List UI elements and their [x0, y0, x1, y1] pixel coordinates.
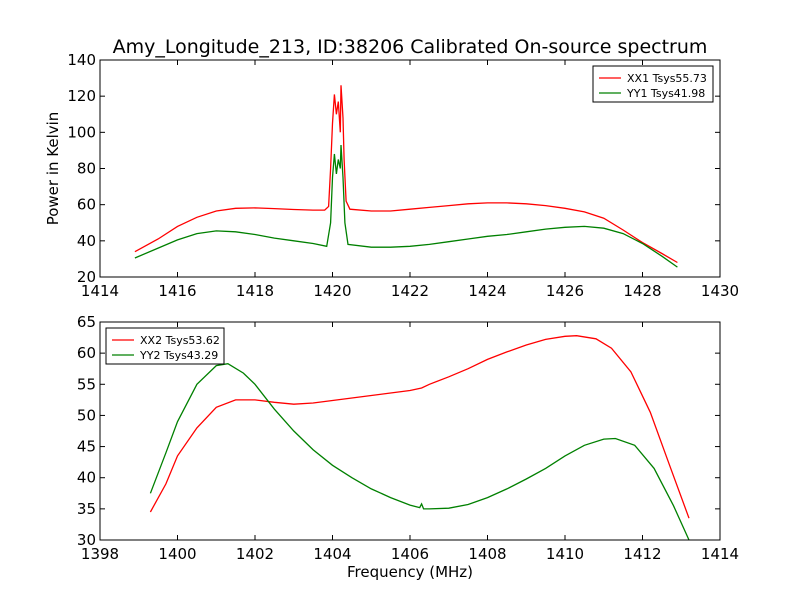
legend-label: YY1 Tsys41.98: [626, 87, 705, 100]
series-line-2: [134, 144, 678, 268]
x-tick-label: 1402: [236, 545, 274, 563]
y-tick-label: 80: [77, 160, 96, 178]
y-tick-label: 50: [77, 406, 96, 424]
x-tick-label: 1414: [81, 282, 119, 300]
x-tick-label: 1430: [701, 282, 739, 300]
x-tick-label: 1424: [468, 282, 506, 300]
y-tick-label: 60: [77, 344, 96, 362]
series-line-1: [134, 85, 678, 264]
legend-label: XX2 Tsys53.62: [140, 334, 220, 347]
legend-label: YY2 Tsys43.29: [139, 349, 218, 362]
legend: XX2 Tsys53.62 YY2 Tsys43.29: [105, 327, 225, 365]
y-tick-label: 30: [77, 531, 96, 549]
x-tick-label: 1406: [391, 545, 429, 563]
chart-title: Amy_Longitude_213, ID:38206 Calibrated O…: [113, 36, 708, 58]
top-plot: 1414 1416 1418 1420 1422 1424 1426 1428 1430 20 40…: [44, 51, 739, 300]
bottom-plot: 1398 1400 1402 1404 1406 1408 1410 1412 1414 30 35…: [77, 313, 739, 581]
y-tick-label: 45: [77, 438, 96, 456]
y-tick-label: 65: [77, 313, 96, 331]
y-tick-label: 20: [77, 268, 96, 286]
x-tick-label: 1414: [701, 545, 739, 563]
y-tick-label: 60: [77, 196, 96, 214]
x-tick-label: 1428: [623, 282, 661, 300]
legend: XX1 Tsys55.73 YY1 Tsys41.98: [592, 65, 714, 103]
legend-label: XX1 Tsys55.73: [627, 72, 707, 85]
y-axis-label: Power in Kelvin: [44, 112, 62, 226]
x-tick-label: 1426: [546, 282, 584, 300]
legend-box: [105, 327, 225, 365]
legend-box: [592, 65, 714, 103]
y-tick-label: 100: [67, 123, 96, 141]
x-tick-label: 1416: [158, 282, 196, 300]
x-tick-label: 1398: [81, 545, 119, 563]
x-tick-label: 1404: [313, 545, 351, 563]
x-tick-label: 1422: [391, 282, 429, 300]
x-axis-label: Frequency (MHz): [347, 563, 473, 581]
y-tick-label: 120: [67, 87, 96, 105]
y-tick-label: 140: [67, 51, 96, 69]
y-tick-label: 55: [77, 375, 96, 393]
series-line-2: [149, 363, 690, 540]
x-tick-label: 1408: [468, 545, 506, 563]
y-tick-label: 35: [77, 500, 96, 518]
x-tick-label: 1410: [546, 545, 584, 563]
x-tick-label: 1420: [313, 282, 351, 300]
y-tick-label: 40: [77, 469, 96, 487]
y-tick-label: 40: [77, 232, 96, 250]
series-line-1: [149, 335, 690, 519]
x-tick-label: 1412: [623, 545, 661, 563]
x-tick-label: 1400: [158, 545, 196, 563]
x-tick-label: 1418: [236, 282, 274, 300]
